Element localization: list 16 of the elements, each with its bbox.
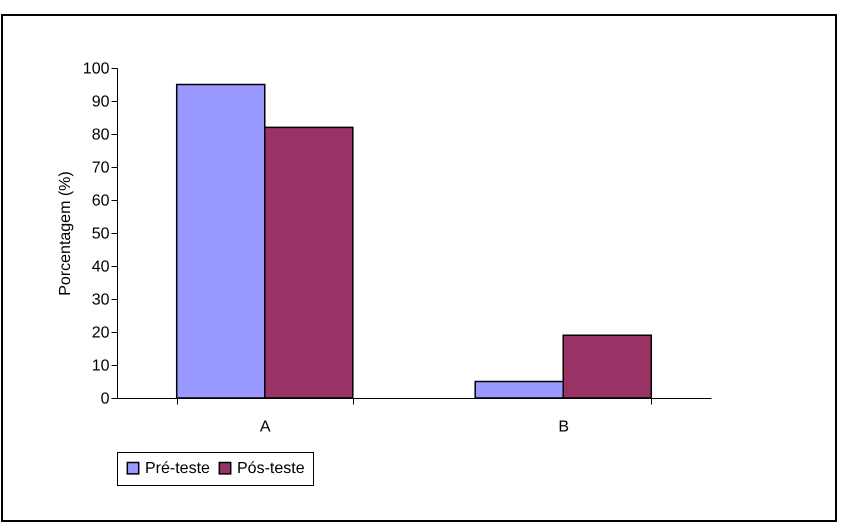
y-tick-label: 10 <box>92 358 110 374</box>
x-tick-label: B <box>558 418 570 436</box>
y-tick-label: 40 <box>92 258 110 276</box>
legend-label: Pós-teste <box>237 460 305 478</box>
y-tick-label: 100 <box>82 60 110 78</box>
x-tick-label: A <box>260 418 271 436</box>
y-tick-label: 30 <box>92 292 110 308</box>
y-tick-label: 50 <box>92 226 110 242</box>
y-tick-label: 20 <box>92 324 110 342</box>
y-tick-label: 0 <box>100 390 110 408</box>
y-axis-title: Porcentagem (%) <box>56 171 74 296</box>
legend-label: Pré-teste <box>145 460 210 478</box>
y-tick-label: 80 <box>92 126 110 144</box>
y-tick-label: 60 <box>92 192 110 210</box>
y-tick-label: 90 <box>92 94 110 110</box>
y-tick-label: 70 <box>92 160 110 176</box>
